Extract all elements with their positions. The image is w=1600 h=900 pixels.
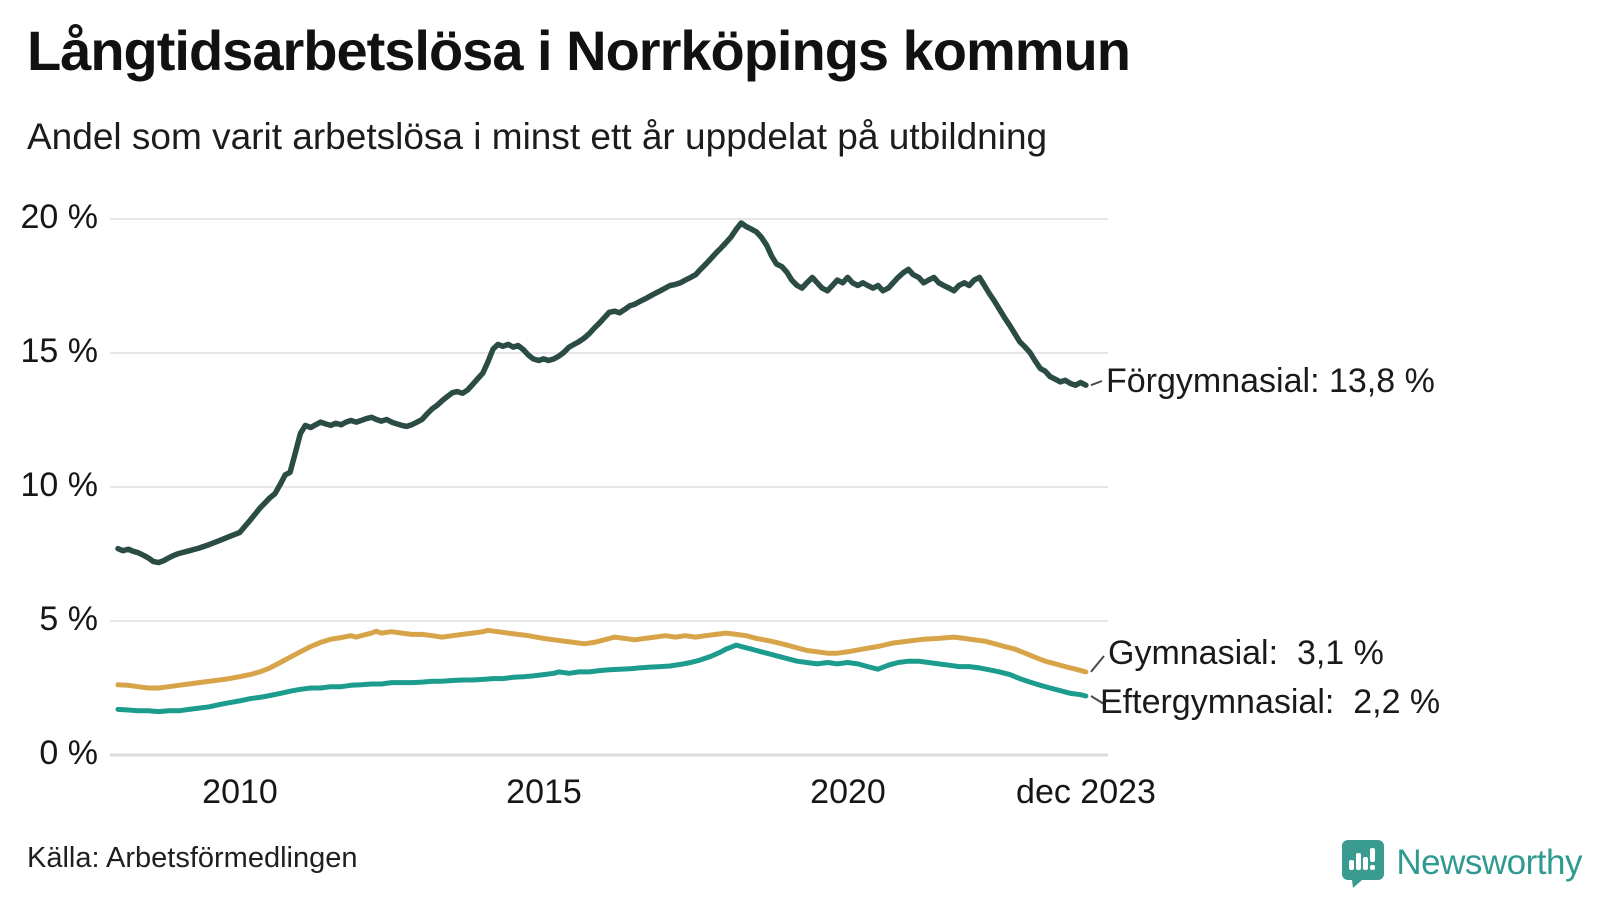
y-axis-tick-5: 5 %: [39, 600, 98, 638]
newsworthy-logo[interactable]: Newsworthy: [1340, 838, 1582, 888]
line-gymnasial: [115, 627, 1089, 691]
newsworthy-speech-bubble-icon: [1342, 840, 1385, 888]
series-end-label-eftergymnasial: Eftergymnasial: 2,2 %: [1100, 683, 1441, 721]
label-connector-eftergymnasial: [1090, 695, 1105, 705]
page-title: Långtidsarbetslösa i Norrköpings kommun: [27, 19, 1131, 82]
page-subtitle: Andel som varit arbetslösa i minst ett å…: [27, 116, 1048, 157]
newsworthy-wordmark: Newsworthy: [1396, 843, 1582, 882]
x-axis-tick-2015: 2015: [506, 773, 582, 811]
y-axis-tick-20: 20 %: [20, 198, 99, 236]
label-connector-gymnasial: [1090, 655, 1105, 673]
x-axis-tick-2010: 2010: [202, 773, 278, 811]
series-end-label-forgymnasial: Förgymnasial: 13,8 %: [1106, 362, 1435, 400]
line-eftergymnasial: [115, 642, 1089, 715]
series-end-label-gymnasial: Gymnasial: 3,1 %: [1108, 634, 1384, 672]
x-axis-tick-dec2023: dec 2023: [1016, 773, 1156, 811]
y-axis-tick-15: 15 %: [20, 332, 99, 370]
source-note: Källa: Arbetsförmedlingen: [27, 842, 358, 874]
y-axis-tick-0: 0 %: [39, 734, 98, 772]
x-axis-tick-2020: 2020: [810, 773, 886, 811]
label-connector-förgymnasial: [1090, 380, 1103, 387]
y-axis-tick-10: 10 %: [20, 466, 99, 504]
line-förgymnasial: [115, 220, 1089, 566]
